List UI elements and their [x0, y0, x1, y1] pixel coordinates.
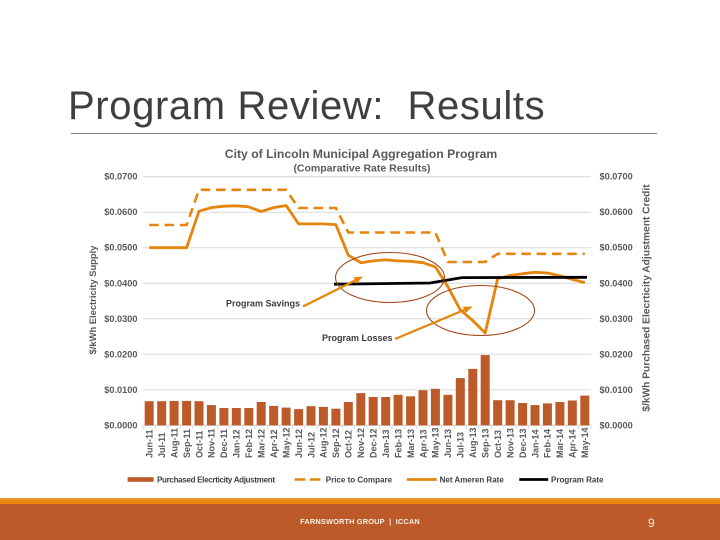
svg-text:Sep-11: Sep-11 — [182, 429, 192, 458]
svg-text:$0.0200: $0.0200 — [600, 349, 633, 359]
svg-text:Program Losses: Program Losses — [322, 333, 393, 343]
svg-text:Feb-12: Feb-12 — [244, 429, 254, 458]
svg-text:Jul-11: Jul-11 — [157, 432, 167, 458]
svg-text:$0.0400: $0.0400 — [104, 278, 137, 288]
svg-text:Mar-12: Mar-12 — [257, 429, 267, 458]
svg-text:Mar-14: Mar-14 — [555, 429, 565, 458]
svg-text:$/kWh Purchased Elecrticity Ad: $/kWh Purchased Elecrticity Adjustment C… — [642, 184, 653, 412]
svg-text:Aug-13: Aug-13 — [468, 427, 478, 458]
svg-text:$0.0200: $0.0200 — [104, 349, 137, 359]
svg-text:Jan-14: Jan-14 — [530, 429, 540, 458]
svg-text:Oct-12: Oct-12 — [344, 430, 354, 458]
svg-text:Purchased Elecrticity Adjustme: Purchased Elecrticity Adjustment — [157, 476, 275, 485]
svg-text:Jan-12: Jan-12 — [232, 429, 242, 458]
svg-text:Feb-14: Feb-14 — [543, 429, 553, 458]
svg-text:Aug-11: Aug-11 — [169, 428, 179, 458]
svg-text:Sep-12: Sep-12 — [331, 428, 341, 458]
svg-text:Jul-13: Jul-13 — [456, 432, 466, 458]
svg-text:$0.0600: $0.0600 — [600, 207, 633, 217]
svg-text:City of Lincoln Municipal Aggr: City of Lincoln Municipal Aggregation Pr… — [225, 147, 498, 161]
svg-text:Oct-11: Oct-11 — [194, 430, 204, 458]
svg-text:$0.0300: $0.0300 — [600, 314, 633, 324]
svg-text:Dec-13: Dec-13 — [518, 428, 528, 458]
svg-text:$/kWh Electricity Supply: $/kWh Electricity Supply — [87, 245, 98, 355]
svg-text:Program Savings: Program Savings — [226, 299, 300, 309]
svg-text:Nov-13: Nov-13 — [505, 428, 515, 458]
svg-text:Apr-13: Apr-13 — [418, 429, 428, 458]
svg-text:Nov-11: Nov-11 — [207, 428, 217, 458]
svg-text:Price to Compare: Price to Compare — [326, 476, 393, 485]
svg-text:$0.0400: $0.0400 — [600, 278, 633, 288]
svg-text:Oct-13: Oct-13 — [493, 430, 503, 458]
svg-text:Sep-13: Sep-13 — [481, 428, 491, 458]
svg-text:(Comparative Rate Results): (Comparative Rate Results) — [293, 163, 430, 175]
svg-text:Feb-13: Feb-13 — [393, 429, 403, 458]
svg-text:Apr-12: Apr-12 — [269, 429, 279, 458]
svg-text:Program Rate: Program Rate — [551, 476, 604, 485]
svg-text:$0.0000: $0.0000 — [104, 420, 137, 430]
svg-text:$0.0100: $0.0100 — [600, 385, 633, 395]
svg-text:$0.0700: $0.0700 — [600, 172, 633, 182]
svg-text:$0.0600: $0.0600 — [104, 207, 137, 217]
svg-text:Nov-12: Nov-12 — [356, 428, 366, 458]
svg-text:$0.0000: $0.0000 — [600, 420, 633, 430]
svg-text:Jun-11: Jun-11 — [145, 429, 155, 458]
svg-text:May-13: May-13 — [431, 427, 441, 458]
svg-text:Jun-13: Jun-13 — [443, 429, 453, 458]
svg-text:$0.0500: $0.0500 — [104, 243, 137, 253]
svg-text:Dec-11: Dec-11 — [219, 429, 229, 458]
svg-text:Jun-12: Jun-12 — [294, 429, 304, 458]
svg-text:Mar-13: Mar-13 — [406, 429, 416, 458]
svg-text:$0.0500: $0.0500 — [600, 243, 633, 253]
svg-text:May-12: May-12 — [281, 427, 291, 458]
svg-text:$0.0100: $0.0100 — [104, 385, 137, 395]
svg-text:Jan-13: Jan-13 — [381, 429, 391, 458]
svg-text:May-14: May-14 — [580, 427, 590, 458]
svg-text:Net Ameren Rate: Net Ameren Rate — [440, 476, 505, 485]
svg-text:$0.0700: $0.0700 — [104, 172, 137, 182]
svg-text:Dec-12: Dec-12 — [369, 428, 379, 458]
svg-text:Jul-12: Jul-12 — [306, 432, 316, 458]
svg-text:$0.0300: $0.0300 — [104, 314, 137, 324]
svg-text:Apr-14: Apr-14 — [568, 429, 578, 458]
svg-text:Aug-12: Aug-12 — [319, 427, 329, 458]
